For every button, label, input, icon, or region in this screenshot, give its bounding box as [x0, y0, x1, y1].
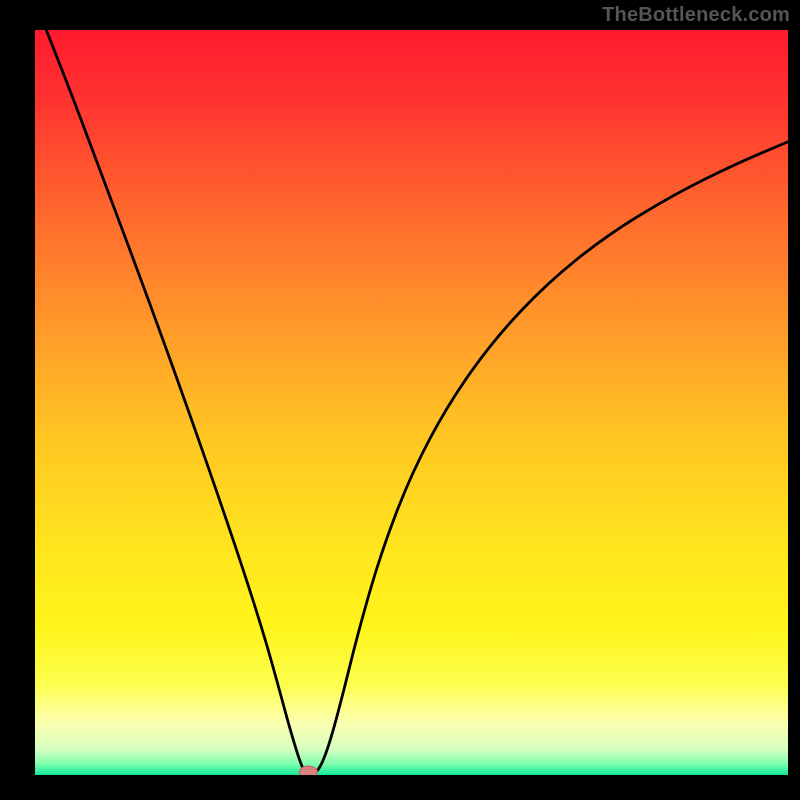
chart-frame: TheBottleneck.com — [0, 0, 800, 800]
optimal-point-marker — [299, 766, 317, 775]
watermark-text: TheBottleneck.com — [602, 4, 790, 27]
bottleneck-chart — [35, 30, 788, 775]
chart-background — [35, 30, 788, 775]
